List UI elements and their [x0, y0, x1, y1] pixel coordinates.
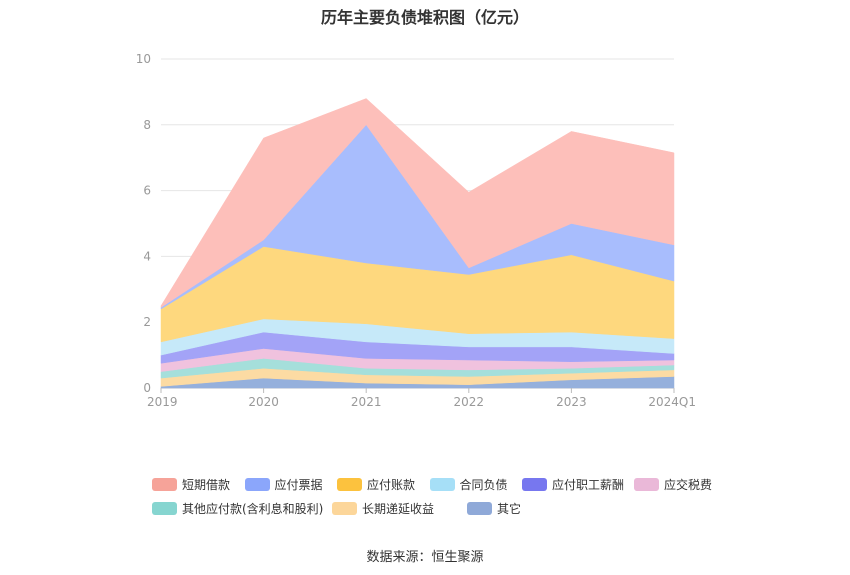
legend-item[interactable]: 短期借款 — [152, 476, 245, 493]
y-tick-label: 2 — [143, 315, 151, 329]
legend-swatch — [467, 501, 492, 515]
legend-item[interactable]: 应付账款 — [337, 476, 430, 493]
legend-label: 应付职工薪酬 — [552, 477, 625, 492]
y-tick-label: 10 — [136, 52, 151, 66]
legend-item[interactable]: 其他应付款(含利息和股利) — [152, 500, 332, 517]
x-tick-label: 2021 — [351, 395, 382, 409]
x-tick-label: 2024Q1 — [648, 395, 696, 409]
legend-item[interactable]: 应交税费 — [633, 476, 712, 493]
legend-swatch — [522, 477, 547, 491]
x-tick-label: 2023 — [556, 395, 587, 409]
chart-legend: 短期借款 应付票据 应付账款 合同负债 应付职工薪酬 应交税费 其他应付款(含利息和股利)… — [152, 472, 712, 520]
data-source-note: 数据来源：恒生聚源 — [366, 550, 484, 565]
y-tick-label: 8 — [143, 118, 151, 132]
legend-swatch — [429, 477, 455, 491]
x-tick-label: 2019 — [147, 395, 178, 409]
legend-label: 应交税费 — [663, 477, 712, 492]
legend-item[interactable]: 合同负债 — [429, 476, 523, 493]
y-tick-label: 0 — [143, 381, 151, 395]
y-tick-label: 4 — [143, 249, 151, 263]
legend-swatch — [152, 477, 177, 491]
legend-swatch — [332, 501, 357, 515]
legend-label: 合同负债 — [459, 477, 508, 492]
legend-row: 短期借款 应付票据 应付账款 合同负债 应付职工薪酬 应交税费 — [152, 472, 712, 496]
legend-label: 应付票据 — [274, 477, 323, 492]
x-tick-label: 2022 — [454, 395, 485, 409]
area-series — [160, 98, 675, 308]
legend-item[interactable]: 应付职工薪酬 — [522, 476, 634, 493]
legend-item[interactable]: 应付票据 — [244, 476, 338, 493]
legend-label: 其他应付款(含利息和股利) — [182, 501, 324, 516]
legend-item[interactable]: 其它 — [467, 500, 547, 517]
legend-label: 应付账款 — [367, 477, 416, 492]
chart-title: 历年主要负债堆积图（亿元） — [320, 8, 529, 27]
legend-label: 其它 — [497, 501, 522, 516]
legend-label: 短期借款 — [182, 477, 231, 492]
x-tick-label: 2020 — [248, 395, 279, 409]
y-tick-label: 6 — [143, 184, 151, 198]
legend-swatch — [152, 501, 177, 515]
legend-swatch — [633, 477, 659, 491]
legend-swatch — [337, 477, 362, 491]
legend-swatch — [244, 477, 270, 491]
legend-item[interactable]: 长期递延收益 — [332, 500, 467, 517]
legend-label: 长期递延收益 — [362, 501, 435, 516]
legend-row: 其他应付款(含利息和股利) 长期递延收益 其它 — [152, 496, 712, 520]
